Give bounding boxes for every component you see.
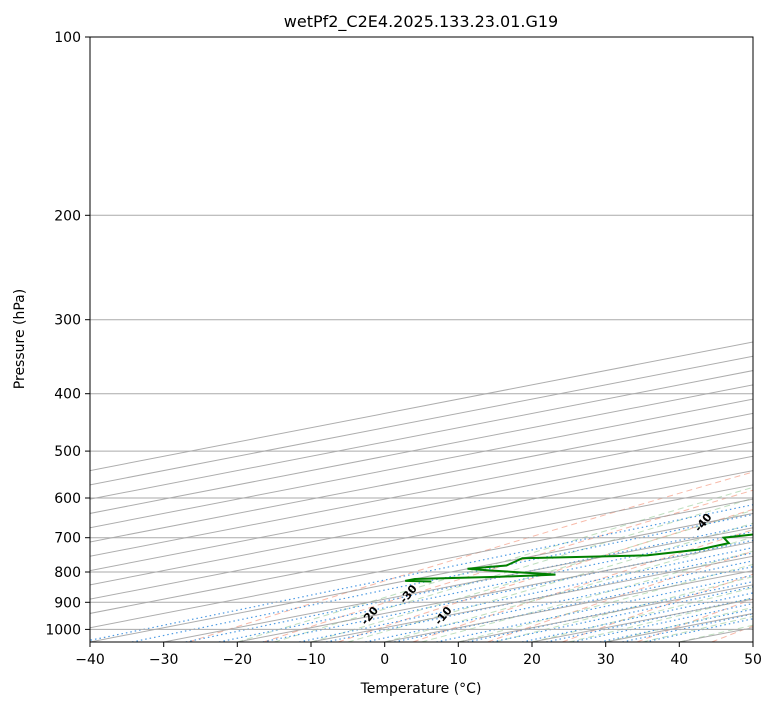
y-tick-label: 100 (54, 30, 81, 46)
x-tick-label: 40 (670, 652, 688, 668)
isotherm-line (90, 484, 753, 614)
y-tick-label: 400 (54, 387, 81, 403)
y-tick-label: 300 (54, 313, 81, 329)
mixing-ratio-line (299, 546, 753, 642)
moist-adiabat-line (458, 563, 753, 642)
x-tick-label: 20 (523, 652, 541, 668)
x-axis-label: Temperature (°C) (360, 681, 482, 697)
isotherm-line (90, 455, 753, 586)
y-axis-label: Pressure (hPa) (12, 289, 28, 389)
plot-frame (89, 36, 754, 643)
x-tick-label: −30 (149, 652, 179, 668)
isotherm-label: -20 (358, 604, 381, 628)
y-axis: 100 200 300 400 500 600 700 800 900 1000 (45, 30, 90, 638)
y-tick-label: 600 (54, 491, 81, 507)
moist-adiabat-line (642, 615, 753, 642)
series-layer (405, 533, 753, 583)
isotherm-line (90, 498, 753, 629)
mixing-ratio-line (325, 552, 753, 642)
dry-adiabat-line (562, 573, 753, 642)
x-tick-label: −40 (75, 652, 105, 668)
mixing-ratio-line (521, 592, 753, 642)
x-tick-label: −20 (223, 652, 253, 668)
moist-adiabat-line (274, 497, 753, 642)
mixing-ratio-line (90, 504, 753, 641)
dry-adiabat-line (412, 529, 753, 642)
y-tick-label: 700 (54, 531, 81, 547)
background-reference-lines (90, 471, 753, 642)
dry-adiabat-line (188, 471, 753, 642)
isotherm-line (163, 527, 753, 642)
isotherm-line (679, 627, 753, 642)
chart-title: wetPf2_C2E4.2025.133.23.01.G19 (284, 12, 558, 32)
isotherm-line (90, 427, 753, 557)
x-tick-label: 30 (597, 652, 615, 668)
moist-adiabat-line (679, 624, 753, 642)
moist-adiabat-line (347, 522, 753, 642)
moist-adiabat-line (495, 576, 753, 642)
mixing-ratio-line (436, 574, 753, 642)
mixing-ratio-line (546, 597, 753, 642)
moist-adiabat-line (237, 486, 753, 642)
grid-lines (90, 37, 753, 642)
dry-adiabat-line (338, 508, 753, 642)
y-tick-label: 1000 (45, 622, 81, 638)
x-axis: −40 −30 −20 −10 0 10 20 30 40 50 (75, 642, 762, 668)
x-tick-label: 10 (449, 652, 467, 668)
mixing-ratio-line (572, 602, 753, 642)
y-tick-label: 900 (54, 595, 81, 611)
isotherm-line (752, 641, 753, 642)
moist-adiabat-line (421, 550, 753, 642)
isotherm-line (531, 598, 753, 642)
isotherm-label: -40 (692, 511, 715, 535)
isotherm-line (237, 541, 753, 642)
isotherm-line (384, 570, 753, 642)
dewpoint-profile-line (405, 533, 753, 583)
dry-adiabat-line (263, 489, 753, 642)
isotherm-label: -10 (432, 604, 455, 628)
x-tick-label: 0 (380, 652, 389, 668)
dry-adiabat-line (711, 625, 753, 642)
x-tick-label: 50 (744, 652, 762, 668)
y-tick-label: 500 (54, 444, 81, 460)
isotherm-line (90, 512, 753, 642)
x-tick-label: −10 (296, 652, 326, 668)
y-tick-label: 200 (54, 208, 81, 224)
mixing-ratio-line (492, 586, 753, 642)
reference-line-labels: 0.10.20.40.611.52346810131620253036-100-… (358, 511, 715, 628)
isotherm-line (90, 412, 753, 543)
isotherm-line (90, 470, 753, 600)
moist-adiabat-line (310, 509, 753, 642)
y-tick-label: 800 (54, 565, 81, 581)
isotherm-line (90, 441, 753, 572)
